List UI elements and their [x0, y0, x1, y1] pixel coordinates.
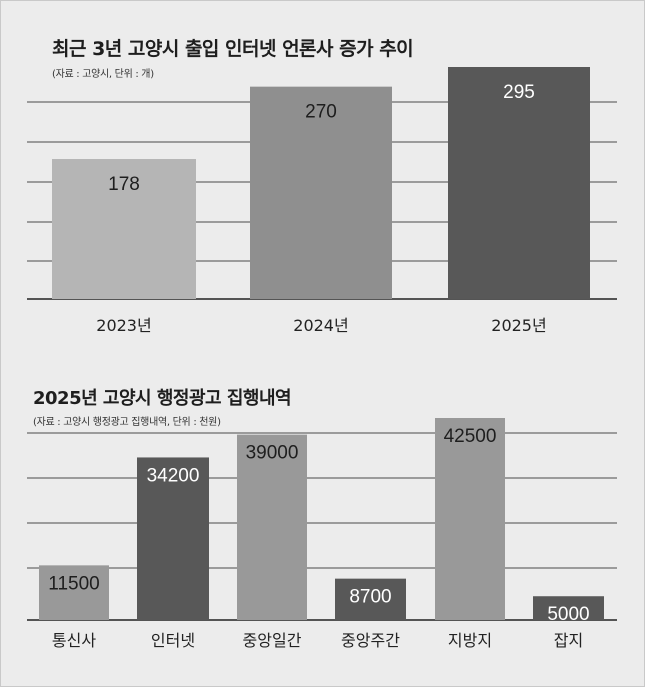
- chart2-category-label: 중앙일간: [243, 631, 302, 650]
- chart2-bar: [137, 457, 209, 620]
- chart1-value-label: 178: [108, 174, 140, 195]
- chart1-title: 최근 3년 고양시 출입 인터넷 언론사 증가 추이: [52, 38, 414, 60]
- chart2-bar: [533, 596, 604, 620]
- chart2-category-label: 인터넷: [151, 631, 195, 650]
- chart1-bar: [448, 67, 590, 299]
- chart1-category-label: 2024년: [293, 316, 348, 335]
- chart2-value-label: 5000: [547, 604, 589, 625]
- chart2-value-label: 8700: [349, 587, 391, 608]
- chart2-value-label: 11500: [48, 573, 99, 594]
- chart2-value-label: 34200: [147, 465, 200, 486]
- chart2-value-label: 42500: [444, 426, 497, 447]
- chart2-bar: [39, 565, 109, 620]
- chart2-source: (자료 : 고양시 행정광고 집행내역, 단위 : 천원): [33, 417, 221, 428]
- chart2-title: 2025년 고양시 행정광고 집행내역: [33, 388, 292, 409]
- chart2-category-label: 지방지: [448, 631, 492, 650]
- chart1-source: (자료 : 고양시, 단위 : 개): [52, 69, 154, 80]
- chart1-bar: [250, 86, 392, 300]
- chart1-svg: 178 2023년 270 2024년 295 2025년: [27, 67, 617, 335]
- chart1-value-label: 270: [305, 102, 337, 123]
- chart2-bar: [335, 578, 406, 620]
- chart1-category-label: 2023년: [96, 316, 151, 335]
- chart2-bar: [435, 418, 505, 620]
- chart2-category-label: 잡지: [554, 631, 583, 650]
- chart1-category-label: 2025년: [491, 316, 546, 335]
- chart2-category-label: 중앙주간: [341, 631, 400, 650]
- chart2-bar: [237, 434, 307, 620]
- chart2-category-label: 통신사: [52, 631, 96, 650]
- chart1-value-label: 295: [503, 82, 535, 103]
- chart2-value-label: 39000: [246, 443, 299, 464]
- chart1-bar: [52, 159, 196, 299]
